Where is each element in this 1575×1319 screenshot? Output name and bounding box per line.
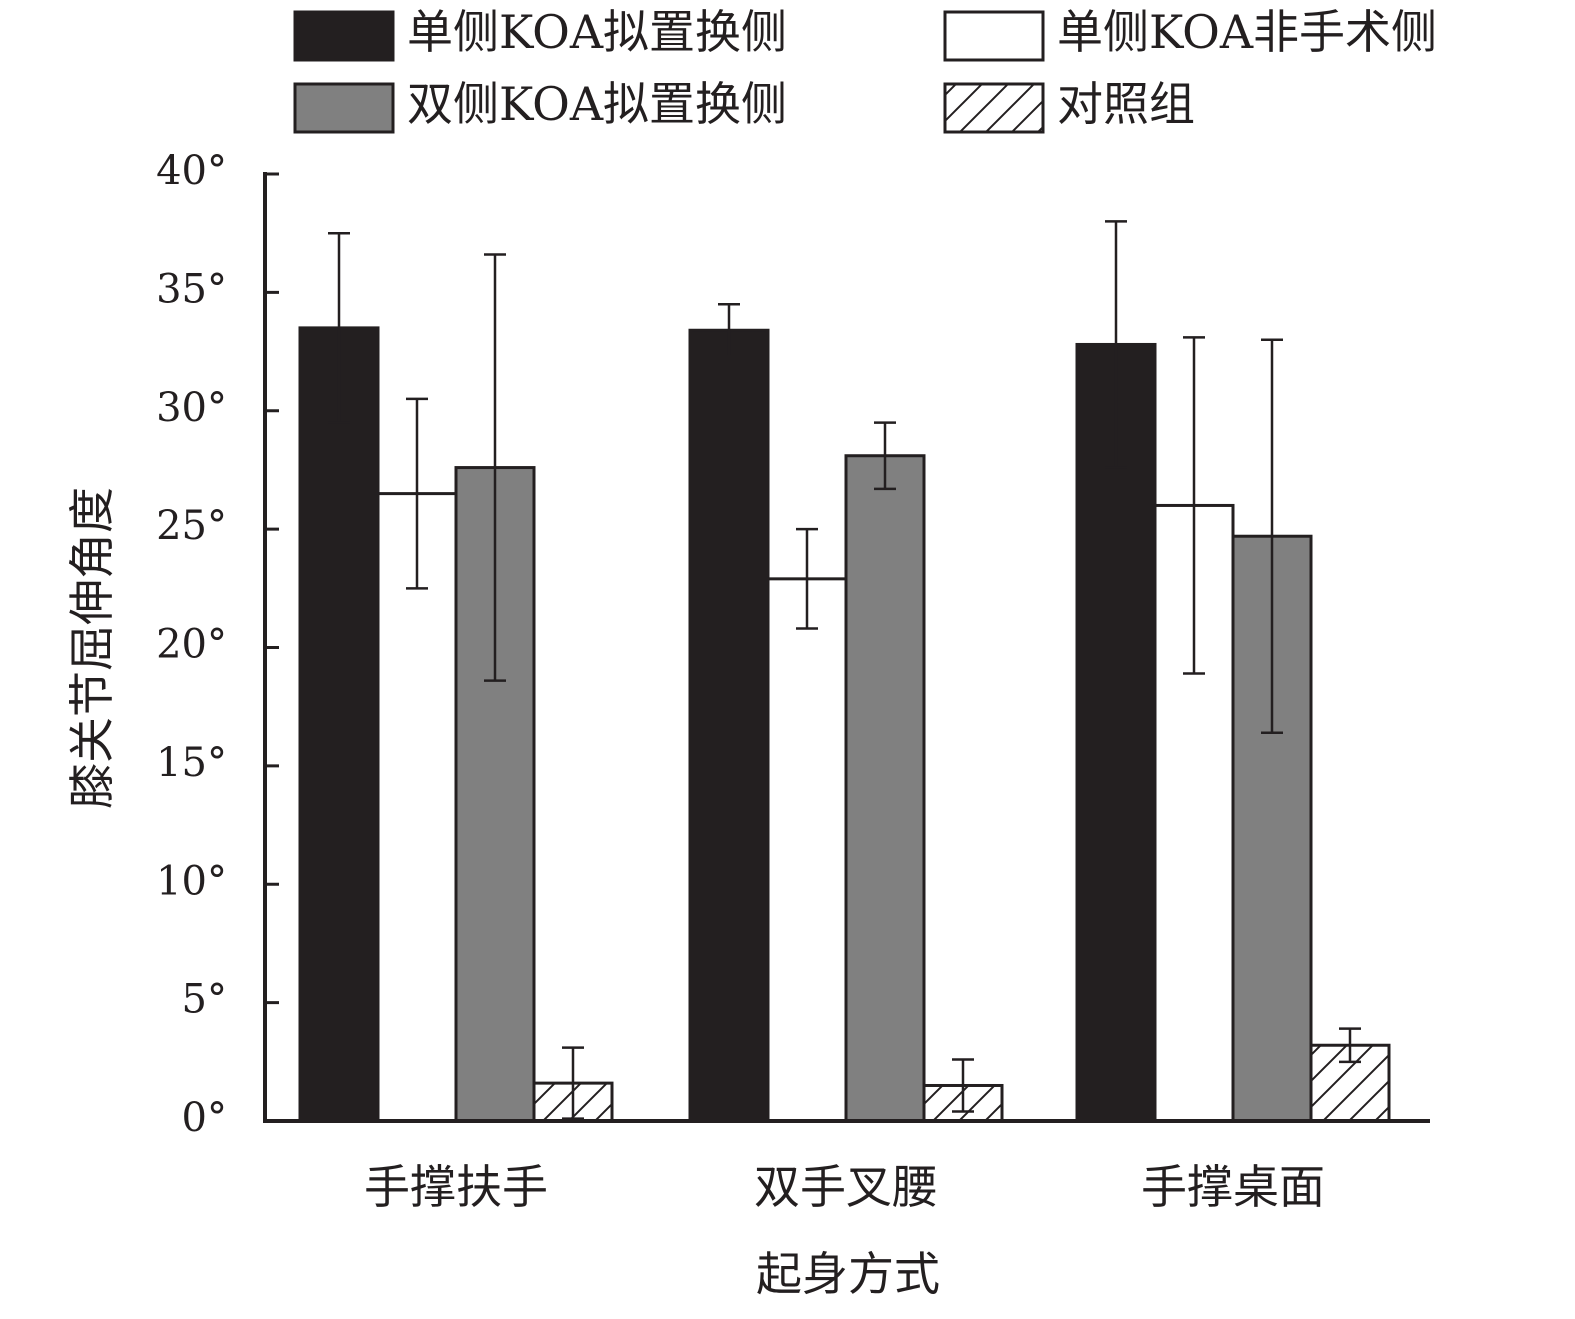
bar [1075, 342, 1157, 1123]
bar [844, 454, 926, 1123]
y-tick-label: 0° [182, 1095, 227, 1141]
y-tick-label: 15° [156, 740, 227, 786]
x-axis: 手撑扶手 双手叉腰 手撑桌面 [263, 1109, 1430, 1214]
x-tick-label: 双手叉腰 [754, 1160, 938, 1214]
y-tick-label: 40° [156, 148, 227, 194]
legend-label: 单侧KOA拟置换侧 [407, 5, 787, 59]
bar [688, 328, 770, 1123]
y-tick-label: 5° [182, 977, 227, 1023]
legend-swatch [943, 82, 1045, 134]
y-tick-label: 20° [156, 622, 227, 668]
legend-label: 单侧KOA非手术侧 [1057, 5, 1437, 59]
legend-label: 双侧KOA拟置换侧 [407, 77, 787, 131]
y-tick-label: 30° [156, 385, 227, 431]
legend-label: 对照组 [1057, 77, 1195, 131]
bar [766, 577, 848, 1123]
y-tick-label: 10° [156, 858, 227, 904]
bars [298, 220, 1391, 1123]
legend-swatch [293, 82, 395, 134]
legend-swatch [943, 10, 1045, 62]
bar [298, 326, 380, 1123]
legend-swatch [293, 10, 395, 62]
x-axis-title: 起身方式 [756, 1247, 940, 1301]
y-tick-label: 35° [156, 266, 227, 312]
y-tick-label: 25° [156, 503, 227, 549]
x-tick-label: 手撑桌面 [1141, 1160, 1325, 1214]
y-axis-title: 膝关节屈伸角度 [65, 487, 119, 809]
y-axis: 0° 5° 10° 15° 20° 25° 30° 35° 40° [156, 148, 279, 1141]
x-tick-label: 手撑扶手 [364, 1160, 548, 1214]
